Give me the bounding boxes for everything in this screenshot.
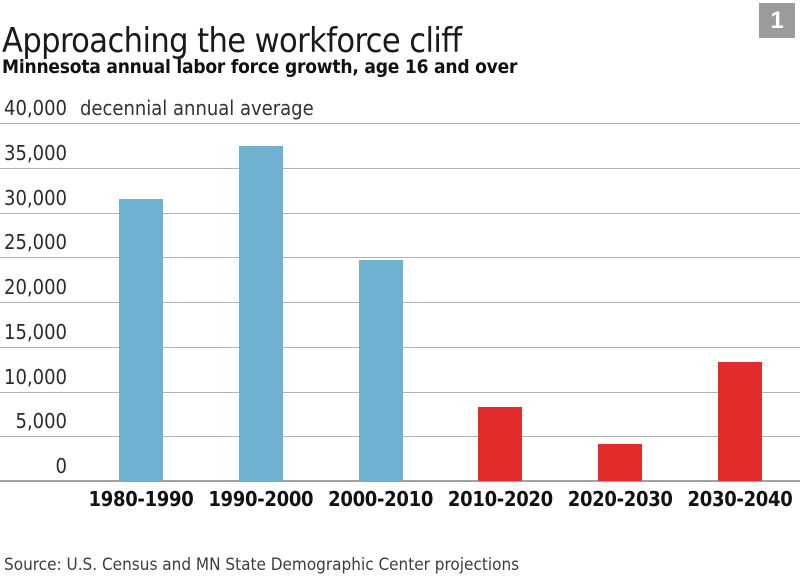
axis-unit-note: decennial annual average [80, 96, 314, 120]
x-axis-category-label: 1980-1990 [88, 487, 194, 511]
bar-2020-2030 [598, 444, 643, 481]
x-axis-baseline [0, 480, 800, 482]
y-axis-tick-label: 5,000 [15, 409, 68, 434]
y-axis-tick-label: 30,000 [4, 185, 67, 210]
bar-1980-1990 [119, 199, 163, 481]
gridline [0, 123, 800, 124]
bar-2000-2010 [358, 259, 403, 481]
x-axis-category-label: 2000-2010 [328, 487, 434, 511]
y-axis-tick-label: 20,000 [4, 275, 67, 299]
bar-2030-2040 [718, 361, 762, 481]
y-axis-tick-label: 40,000 [4, 96, 67, 120]
figure-number-badge: 1 [759, 3, 795, 38]
y-axis-tick-label: 35,000 [4, 140, 67, 165]
source-attribution: Source: U.S. Census and MN State Demogra… [4, 555, 520, 575]
y-axis-tick-label: 15,000 [4, 319, 67, 344]
gridline [0, 167, 800, 169]
y-axis-tick-label: 25,000 [4, 230, 67, 255]
y-axis-tick-label: 10,000 [4, 364, 67, 389]
chart-subtitle: Minnesota annual labor force growth, age… [2, 55, 518, 78]
bar-1990-2000 [238, 146, 283, 481]
page-title: Approaching the workforce cliff [2, 20, 462, 61]
gridline [0, 257, 800, 259]
x-axis-category-label: 1990-2000 [208, 487, 314, 511]
x-axis-category-label: 2020-2030 [567, 487, 673, 511]
gridline [0, 212, 800, 214]
y-axis-tick-label: 0 [55, 454, 67, 478]
x-axis-category-label: 2030-2040 [687, 487, 793, 511]
bar-2010-2020 [478, 406, 523, 481]
x-axis-category-label: 2010-2020 [447, 487, 553, 511]
